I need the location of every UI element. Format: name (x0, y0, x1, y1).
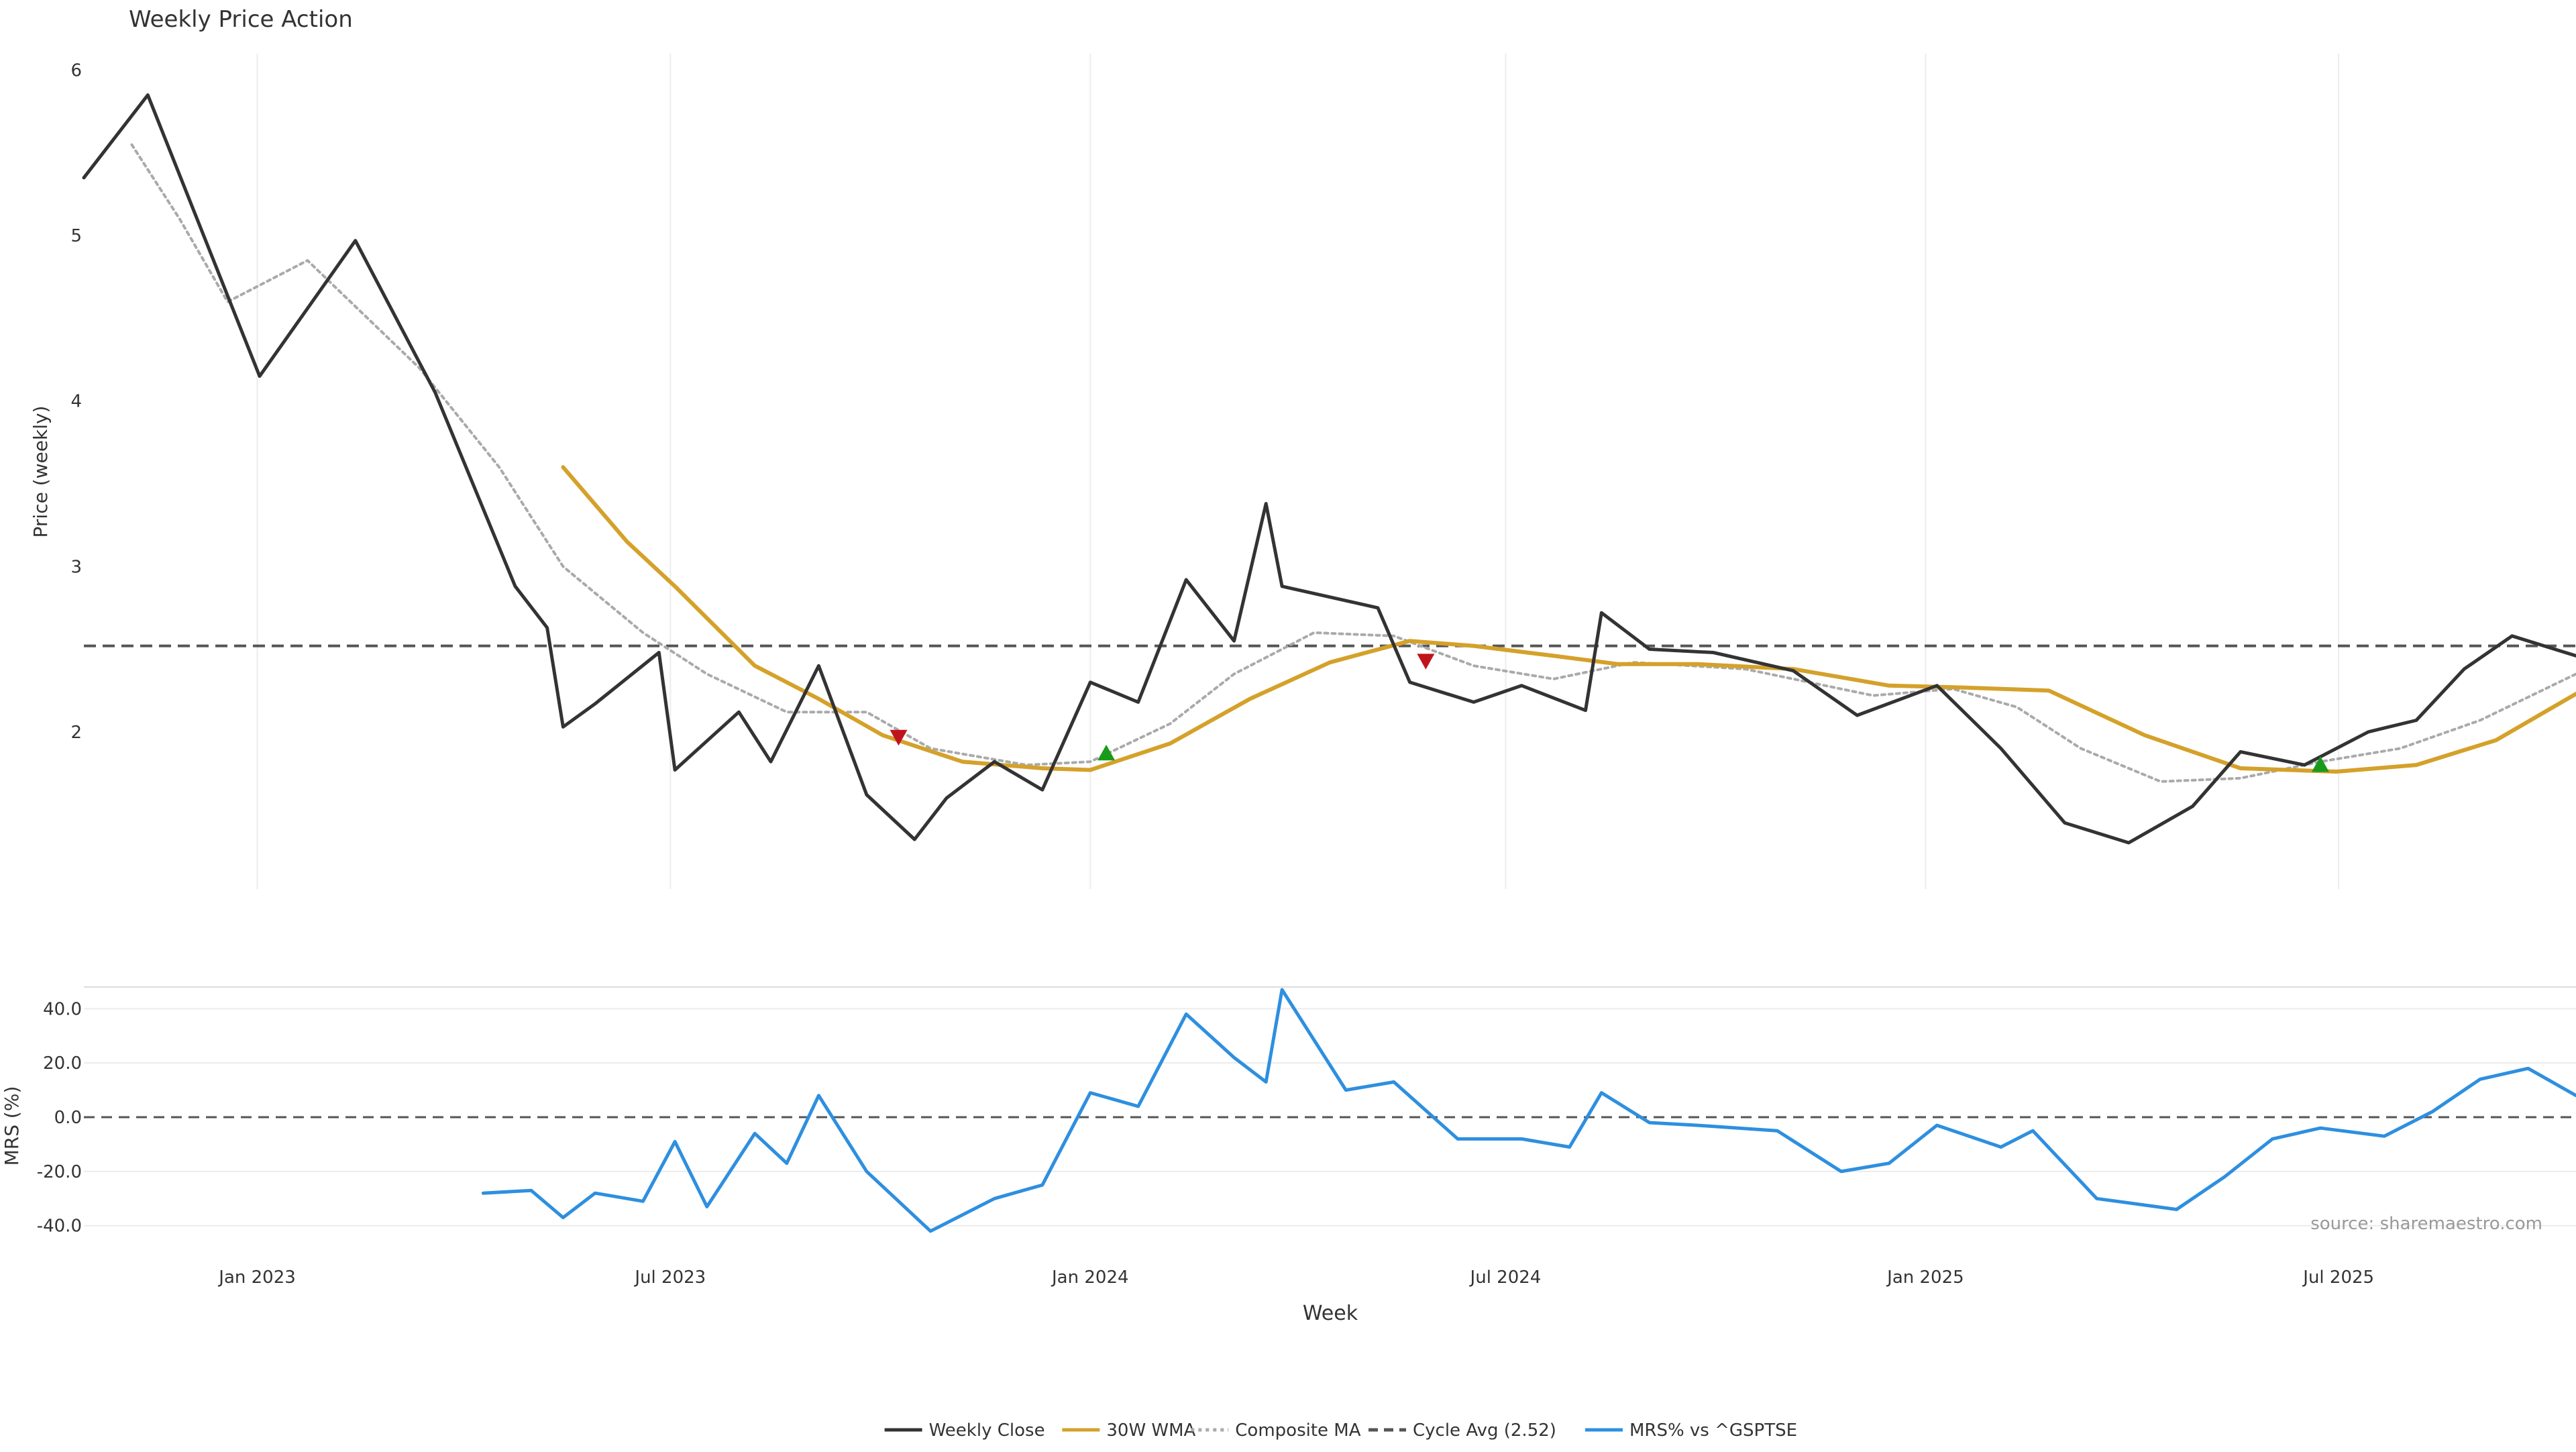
signal-markers (890, 654, 2329, 772)
buy-signal-marker (1097, 744, 1116, 761)
mrs-series-group (481, 988, 2576, 1233)
x-tick-label: Jul 2025 (2302, 1267, 2374, 1288)
mrs-y-tick-label: 40.0 (43, 999, 82, 1019)
wma-line (561, 465, 2576, 774)
price-y-axis-ticks: 2 3 4 5 6 (70, 61, 82, 743)
sell-signal-marker (1417, 654, 1435, 670)
mrs-y-tick-label: 20.0 (43, 1053, 82, 1074)
legend-label: MRS% vs ^GSPTSE (1629, 1420, 1797, 1441)
price-y-tick-label: 3 (70, 557, 82, 577)
price-panel-gridlines (256, 54, 2340, 889)
price-series-group (82, 93, 2576, 845)
source-note: source: sharemaestro.com (2310, 1214, 2542, 1234)
buy-signal-marker (2311, 756, 2329, 772)
mrs-y-tick-label: -20.0 (37, 1162, 82, 1182)
mrs-y-axis-ticks: -40.0 -20.0 0.0 20.0 40.0 (37, 999, 82, 1236)
mrs-y-tick-label: 0.0 (54, 1108, 82, 1128)
weekly-close-line (82, 93, 2576, 845)
chart-legend: Weekly Close 30W WMA Composite MA Cycle Avg… (884, 1420, 1797, 1441)
sell-signal-marker (890, 729, 908, 746)
chart-title: Weekly Price Action (129, 6, 353, 33)
legend-label: 30W WMA (1106, 1420, 1195, 1441)
price-y-tick-label: 2 (70, 723, 82, 743)
legend-label: Cycle Avg (2.52) (1413, 1420, 1556, 1441)
legend-label: Weekly Close (929, 1420, 1045, 1441)
price-y-tick-label: 4 (70, 392, 82, 412)
price-y-tick-label: 6 (70, 61, 82, 81)
x-tick-label: Jan 2024 (1051, 1267, 1129, 1288)
x-tick-label: Jan 2025 (1886, 1267, 1964, 1288)
composite-ma-line (130, 143, 2576, 783)
legend-label: Composite MA (1235, 1420, 1360, 1441)
price-y-axis-label: Price (weekly) (30, 406, 52, 538)
mrs-y-axis-label: MRS (%) (1, 1086, 23, 1166)
x-axis-label: Week (1303, 1302, 1358, 1325)
x-axis-ticks: Jan 2023 Jul 2023 Jan 2024 Jul 2024 Jan 2025… (217, 1267, 2374, 1288)
mrs-y-tick-label: -40.0 (37, 1216, 82, 1237)
x-tick-label: Jul 2024 (1469, 1267, 1542, 1288)
mrs-line (481, 988, 2576, 1233)
x-tick-label: Jan 2023 (217, 1267, 296, 1288)
x-tick-label: Jul 2023 (633, 1267, 706, 1288)
price-y-tick-label: 5 (70, 226, 82, 246)
